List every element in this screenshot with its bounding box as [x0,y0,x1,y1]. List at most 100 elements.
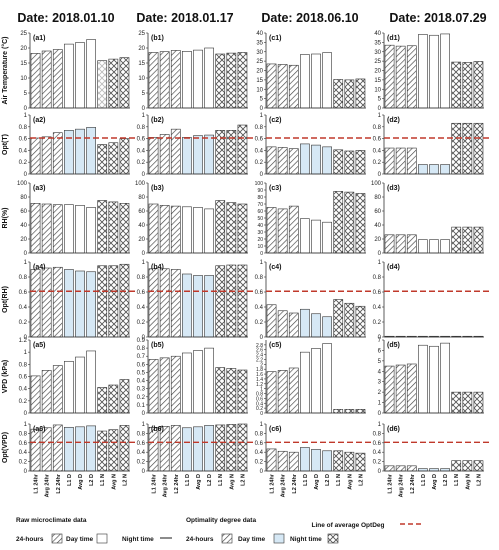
legend-opt-title: Optimality degree data [186,517,256,524]
bar-l1-n [215,265,226,338]
y-tick-label: 1 [378,113,382,119]
y-tick-label: 0.2 [256,406,263,412]
y-tick-label: 0.6 [373,290,382,296]
bar-l2-n [237,52,248,109]
y-tick-label: 2.6 [256,348,263,354]
bar-avg-d [75,356,85,414]
x-tick-label: Avg D [196,474,202,490]
y-tick-label: 0.6 [373,441,382,447]
y-axis-label: Air Temperature (°C) [1,36,9,104]
bar-l2-24hr [406,147,417,175]
bar-avg-d [193,135,203,175]
bar-l1-d [300,143,310,175]
panel-a3: 0 20 40 60 80 100 (a3) RH(%) [2,181,130,257]
legend-opt-night-swatch [327,533,339,544]
y-tick-label: 20 [138,46,145,52]
y-tick-label: 0.8 [137,346,146,352]
bar-l1-24hr [266,448,277,472]
y-tick-label: 0 [24,469,28,475]
y-tick-label: 0 [260,172,264,178]
panel-a5: 0 0.2 0.4 0.6 0.8 1 1.2 (a5) VPD (kPa) [2,338,130,417]
bar-l2-24hr [288,451,299,472]
y-tick-label: 1 [260,113,264,119]
bar-avg-d [75,426,85,472]
y-tick-label: 0 [378,411,382,417]
bar-avg-n [344,451,355,472]
y-tick-label: 15 [20,61,27,67]
bar-l1-n [333,79,344,109]
panel-label: (b5) [151,342,164,349]
y-tick-label: 0.6 [373,137,382,143]
bar-l1-d [182,50,192,109]
y-tick-label: 0.2 [137,160,146,166]
bar-l1-n [97,200,108,254]
panel-d5: 0 1 2 3 4 5 6 7 (d5) [378,338,484,417]
bar-l2-n [237,264,248,338]
y-tick-label: 0 [24,172,28,178]
bar-avg-24hr [41,267,52,338]
y-tick-label: 0 [24,411,28,417]
y-tick-label: 80 [20,195,27,201]
y-tick-label: 1 [260,387,263,393]
bar-l1-d [418,344,428,414]
y-tick-label: 0 [142,411,146,417]
y-tick-label: 10 [256,87,263,93]
bar-avg-24hr [277,64,288,109]
panel-d6: 0 0.2 0.4 0.6 0.8 1 (d6) L1 24hr Avg 24hr L2 24hr… [373,422,490,497]
panel-a2: 0 0.2 0.4 0.6 0.8 1 (a2) Opt(T) [2,113,136,178]
bar-l1-n [97,387,108,414]
bar-avg-d [193,207,203,254]
bar-l1-n [215,53,226,109]
y-tick-label: 0 [24,251,28,257]
bar-l2-24hr [52,49,63,109]
bar-l2-24hr [288,367,299,414]
x-tick-label: L1 D [185,474,191,486]
bar-avg-d [429,34,439,109]
bar-avg-d [193,275,203,338]
bar-l2-d [322,221,332,254]
y-tick-label: 30 [374,50,381,56]
y-tick-label: 1 [142,422,146,428]
y-tick-label: 0 [260,251,263,257]
y-tick-label: 0.8 [373,275,382,281]
bar-l2-n [473,460,484,472]
y-tick-label: 0.6 [255,441,264,447]
bar-l1-n [215,200,226,254]
bar-l1-24hr [30,137,41,175]
y-tick-label: 0.6 [256,396,263,402]
y-tick-label: 0.4 [19,148,28,154]
legend-opt-night-label: Night time [290,536,322,543]
bar-avg-d [193,49,203,109]
panel-label: (b1) [151,35,164,42]
y-tick-label: 0.8 [19,362,28,368]
y-tick-label: 30 [256,50,263,56]
legend-opt-day-swatch [273,533,285,544]
bar-l1-d [418,239,428,254]
bar-l1-24hr [266,304,277,338]
column-header-a: Date: 2018.01.10 [17,11,114,25]
bar-avg-n [108,265,119,338]
bar-avg-24hr [41,370,52,414]
y-tick-label: 0.4 [137,305,146,311]
x-tick-label: L2 24hr [174,473,180,493]
y-tick-label: 2.4 [256,353,263,359]
y-tick-label: 0.4 [137,450,146,456]
bar-l2-24hr [406,363,417,414]
bar-l1-24hr [30,428,41,472]
y-tick-label: 3 [378,380,382,386]
y-axis-label: Opt(RH) [2,286,9,313]
x-tick-label: Avg 24hr [45,473,51,497]
bar-avg-24hr [159,268,170,338]
bar-l2-24hr [170,50,181,109]
y-tick-label: 80 [374,195,381,201]
bar-l1-d [418,164,428,175]
x-tick-label: L2 N [240,474,246,486]
y-tick-label: 0.4 [255,305,264,311]
bar-l2-d [440,239,450,254]
bar-l2-d [204,208,214,254]
y-tick-label: 40 [138,223,145,229]
legend-opt-day-label: Day time [238,536,265,543]
bar-avg-n [462,62,473,109]
bar-l2-24hr [52,365,63,414]
y-tick-label: 0.5 [137,370,146,376]
